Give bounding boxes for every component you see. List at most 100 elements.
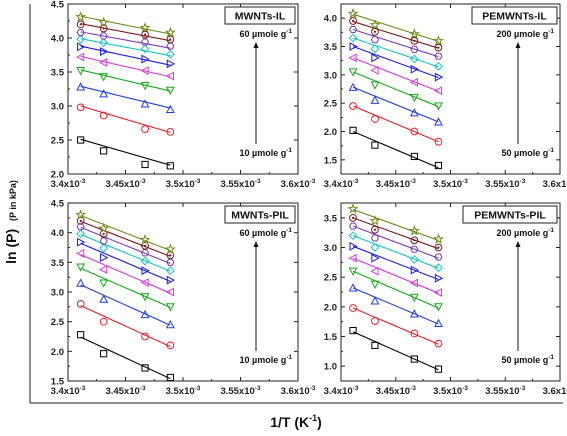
data-point	[348, 222, 358, 230]
data-point	[140, 38, 150, 46]
series-7	[348, 33, 443, 71]
annotation-high: 200 µmole g-1	[497, 227, 555, 238]
data-point	[165, 71, 174, 81]
data-point	[165, 266, 175, 276]
annotation-low: 50 µmole g-1	[502, 354, 555, 365]
data-point-ring	[166, 251, 175, 260]
data-point-dot	[169, 38, 172, 41]
y-tick-label: 1.5	[324, 155, 338, 166]
series-1	[77, 136, 174, 170]
data-point	[76, 216, 85, 225]
annotation-low-text: 10 µmole g	[240, 355, 287, 365]
x-tick-label-exp: -3	[462, 385, 468, 392]
series-6	[77, 237, 176, 285]
data-point-dot	[437, 246, 440, 249]
x-tick-label-exp: -3	[410, 385, 416, 392]
annotation-low-text: 50 µmole g	[502, 148, 549, 158]
data-point	[76, 20, 85, 29]
series-4	[76, 67, 175, 96]
data-point	[409, 254, 419, 264]
series-9	[349, 213, 443, 252]
data-point-dot	[351, 19, 355, 23]
fit-line	[352, 287, 439, 325]
series-3	[76, 82, 175, 113]
data-point	[141, 160, 149, 169]
fit-line	[80, 233, 171, 272]
fit-line	[352, 270, 439, 309]
series-10	[347, 7, 444, 46]
data-point	[371, 225, 379, 234]
data-point	[141, 125, 149, 134]
data-point	[434, 52, 443, 60]
data-point	[140, 249, 150, 257]
data-point-ring	[141, 241, 149, 250]
fit-line	[352, 235, 439, 269]
series-8	[76, 223, 175, 266]
data-point-ring	[349, 213, 357, 222]
data-point	[410, 355, 418, 363]
data-point	[166, 162, 174, 170]
data-point-ring	[141, 30, 149, 39]
data-point	[77, 42, 86, 52]
fit-line	[352, 130, 439, 169]
data-point-ring	[166, 35, 175, 44]
annotation-high-text: 60 µmole g	[240, 228, 287, 238]
data-point	[99, 73, 109, 82]
data-point	[139, 22, 151, 33]
data-point	[76, 103, 85, 112]
series-4	[348, 267, 443, 312]
x-tick-label-exp: -3	[140, 178, 146, 185]
data-point	[100, 253, 109, 263]
data-point	[141, 241, 149, 250]
data-point-dot	[373, 228, 377, 231]
data-point-ring	[349, 17, 357, 25]
data-point	[140, 278, 149, 287]
annotation-low: 10 µmole g-1	[240, 147, 293, 158]
data-point	[410, 236, 419, 245]
series-4	[348, 68, 443, 111]
x-tick-label-base: 3.45x10	[105, 386, 139, 397]
y-tick-label: 2.5	[324, 273, 338, 284]
x-tick-label-base: 3.6x10	[281, 386, 310, 397]
x-tick-label-exp: -3	[353, 385, 359, 392]
data-point	[99, 32, 108, 40]
y-tick-label: 1.5	[324, 332, 338, 343]
panel-2: 1.52.02.53.03.54.03.4x10-3 3.45x10-3 3.5x1…	[324, 3, 567, 190]
data-point	[410, 329, 419, 338]
annotation-low-sup: -1	[286, 147, 292, 154]
data-point	[348, 253, 357, 263]
annotation-low: 10 µmole g-1	[240, 354, 293, 365]
fit-line	[80, 336, 171, 380]
data-point	[76, 82, 86, 91]
annotation-high: 60 µmole g-1	[240, 227, 293, 238]
data-point	[349, 17, 357, 25]
data-point	[166, 373, 174, 382]
fit-line	[352, 257, 439, 294]
x-tick-label-exp: -3	[410, 178, 416, 185]
data-point	[99, 279, 109, 288]
data-point	[77, 136, 85, 144]
series-8	[348, 25, 443, 60]
annotation-high-text: 200 µmole g	[497, 228, 549, 238]
data-point	[371, 53, 380, 63]
data-point-dot	[102, 27, 105, 30]
data-point	[370, 36, 380, 44]
data-point	[75, 209, 87, 220]
data-point	[349, 42, 358, 51]
y-tick-label: 1.0	[324, 362, 337, 373]
fit-line	[352, 13, 439, 42]
data-point	[370, 44, 380, 54]
y-tick-label: 4.5	[51, 199, 65, 210]
data-point	[349, 126, 357, 134]
arrow-head	[515, 241, 521, 247]
x-tick-label: 3.6x10-3	[543, 178, 567, 190]
data-point	[141, 266, 150, 276]
y-tick-label: 2.0	[324, 302, 337, 313]
data-point	[141, 364, 149, 372]
panel-1: 2.02.53.03.54.04.53.4x10-3 3.45x10-3 3.5x1…	[51, 0, 316, 190]
data-point	[433, 233, 444, 244]
data-point	[410, 64, 420, 74]
data-point	[434, 303, 443, 312]
data-point	[139, 234, 151, 245]
x-tick-label: 3.4x10-3	[51, 178, 86, 190]
